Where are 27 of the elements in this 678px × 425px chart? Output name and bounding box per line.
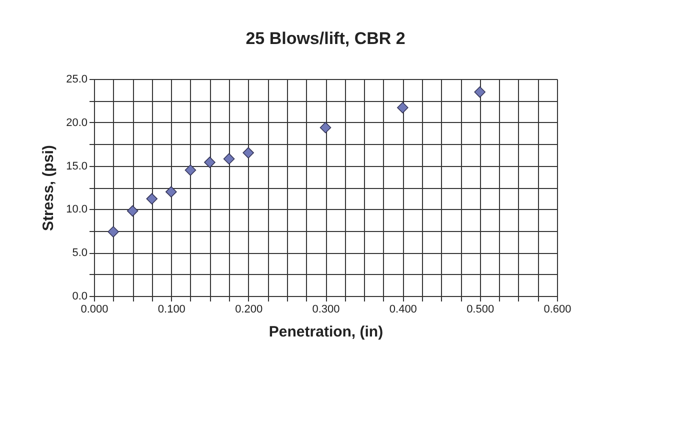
y-tick-label: 10.0 <box>66 204 88 216</box>
point <box>146 193 158 204</box>
point <box>204 156 216 168</box>
point <box>184 164 196 176</box>
x-axis-title: Penetration, (in) <box>268 324 384 340</box>
y-tick-label: 5.0 <box>72 247 88 260</box>
y-tick-label: 25.0 <box>66 74 88 86</box>
point <box>320 122 332 134</box>
y-axis-title: Stress, (psi) <box>40 145 58 231</box>
x-tick-label: 0.100 <box>158 304 186 316</box>
y-tick-label: 0.0 <box>72 290 88 302</box>
point <box>223 153 235 164</box>
y-tick-label: 15.0 <box>66 160 88 172</box>
y-tick-label: 20.0 <box>66 116 88 129</box>
x-tick-label: 0.600 <box>544 304 572 316</box>
point <box>126 205 138 217</box>
x-tick-label: 0.200 <box>235 304 263 316</box>
x-tick-label: 0.400 <box>389 304 417 316</box>
point <box>108 226 119 238</box>
chart-title: 25 Blows/lift, CBR 2 <box>246 29 406 48</box>
point <box>242 147 254 158</box>
x-tick-label: 0.500 <box>466 304 494 316</box>
x-tick-label: 0.000 <box>80 304 108 316</box>
point <box>166 186 177 198</box>
x-tick-label: 0.300 <box>312 304 340 316</box>
point <box>474 86 486 98</box>
point <box>397 102 408 114</box>
